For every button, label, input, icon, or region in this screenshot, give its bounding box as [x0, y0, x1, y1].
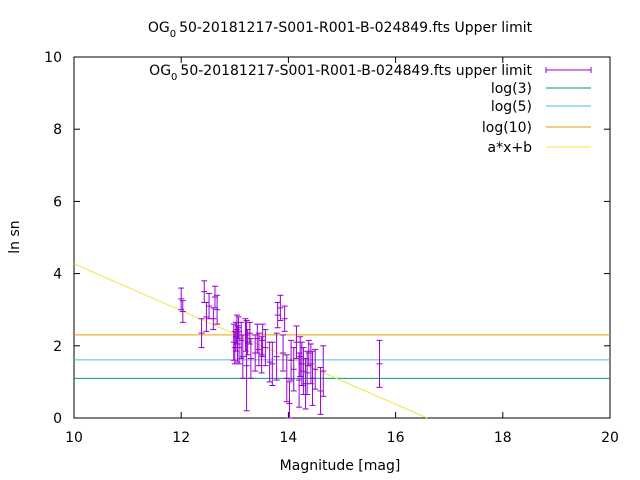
data-point — [320, 345, 327, 397]
legend-swatch-points — [545, 67, 592, 73]
legend-label-log-10-: log(10) — [482, 120, 532, 136]
data-point — [198, 318, 205, 349]
x-tick-label: 16 — [387, 430, 405, 446]
tick-labels: 10 12 14 16 18 20 0 2 4 6 8 10 — [44, 50, 619, 446]
y-tick-label: 0 — [53, 411, 62, 427]
data-point — [286, 381, 293, 419]
plot-border — [73, 56, 611, 419]
legend-label-points: OG0 50-20181217-S001-R001-B-024849.fts up… — [149, 63, 532, 83]
data-point — [178, 287, 185, 311]
y-tick-label: 2 — [53, 339, 62, 355]
legend-label-a-x-b: a*x+b — [488, 140, 533, 156]
legend: OG0 50-20181217-S001-R001-B-024849.fts up… — [149, 63, 592, 156]
y-tick-label: 6 — [53, 194, 62, 210]
axes — [73, 56, 611, 419]
data-point — [283, 354, 290, 403]
ticks — [73, 56, 611, 419]
chart-title: OG0 50-20181217-S001-R001-B-024849.fts Up… — [148, 20, 533, 40]
x-tick-label: 20 — [601, 430, 619, 446]
y-axis-label: ln sn — [7, 220, 23, 253]
data-point — [210, 307, 217, 331]
data-point — [376, 339, 383, 388]
data-point — [179, 300, 186, 323]
data-point — [206, 292, 213, 320]
data-point — [262, 329, 269, 367]
data-point — [312, 348, 319, 390]
data-point — [201, 280, 208, 303]
data-point — [255, 332, 262, 367]
data-point — [247, 338, 254, 379]
data-point — [281, 305, 288, 332]
data-point — [273, 332, 280, 381]
x-tick-label: 12 — [172, 430, 190, 446]
data-point — [277, 294, 284, 322]
data-point — [290, 347, 297, 392]
data-point — [304, 350, 311, 396]
data-point — [258, 336, 265, 374]
x-tick-label: 18 — [494, 430, 512, 446]
x-tick-label: 10 — [65, 430, 83, 446]
reference-lines — [73, 263, 610, 419]
data-point — [293, 325, 300, 359]
x-tick-label: 14 — [279, 430, 297, 446]
data-point — [288, 339, 295, 381]
data-point — [235, 316, 242, 340]
data-point — [203, 301, 210, 332]
data-point — [214, 294, 221, 325]
data-point — [246, 321, 253, 345]
data-point — [280, 334, 287, 372]
data-points — [178, 280, 383, 419]
legend-label-prefix: OG — [149, 63, 171, 79]
data-point — [309, 350, 316, 406]
x-axis-label: Magnitude [mag] — [280, 458, 401, 474]
y-tick-label: 8 — [53, 122, 62, 138]
data-point — [259, 323, 266, 358]
data-point — [296, 352, 303, 408]
y-tick-label: 10 — [44, 50, 62, 66]
data-point — [243, 320, 250, 412]
legend-label-log-3-: log(3) — [491, 81, 532, 97]
data-point — [317, 366, 324, 415]
legend-label-suffix: 50-20181217-S001-R001-B-024849.fts upper… — [180, 63, 532, 79]
y-tick-label: 4 — [53, 267, 62, 283]
legend-label-log-5-: log(5) — [491, 99, 532, 115]
data-point — [274, 301, 281, 329]
data-point — [269, 341, 276, 387]
legend-label-subscript: 0 — [171, 72, 177, 83]
